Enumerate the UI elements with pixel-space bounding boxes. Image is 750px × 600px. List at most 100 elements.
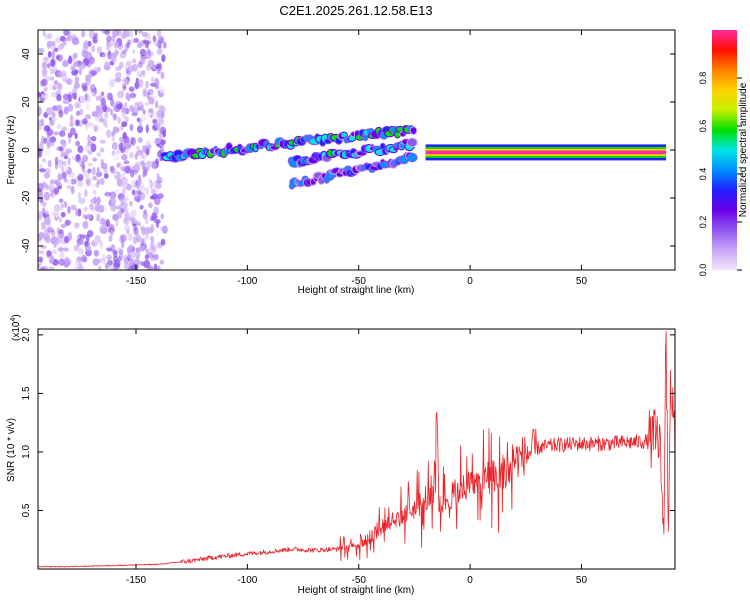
heatmap-cell [147, 88, 154, 96]
heatmap-cell [78, 197, 86, 204]
heatmap-cell [155, 158, 160, 165]
heatmap-cell [137, 30, 143, 34]
heatmap-cell [84, 245, 92, 252]
heatmap-cell [123, 262, 130, 270]
heatmap-cell [43, 86, 48, 92]
heatmap-cell [145, 167, 150, 172]
heatmap-cell [38, 124, 43, 131]
heatmap-cell [76, 256, 82, 262]
heatmap-cell [141, 144, 147, 153]
heatmap-cell [58, 216, 63, 223]
heatmap-cell [133, 190, 141, 199]
heatmap-cell [47, 227, 55, 233]
heatmap-cell [92, 175, 97, 181]
heatmap-cell [66, 179, 72, 185]
heatmap-cell [157, 193, 164, 200]
heatmap-cell [106, 45, 111, 51]
heatmap-cell [50, 76, 55, 81]
heatmap-cell [63, 106, 69, 115]
heatmap-cell [77, 175, 81, 182]
heatmap-cell [58, 233, 62, 239]
heatmap-cell [102, 117, 108, 126]
heatmap-cell [150, 188, 156, 195]
heatmap-cell [50, 179, 58, 185]
heatmap-cell [100, 257, 107, 263]
y-tick-label: 1.0 [21, 445, 32, 459]
heatmap-cell [154, 122, 161, 128]
heatmap-cell [91, 45, 95, 53]
heatmap-cell [67, 206, 71, 214]
heatmap-cell [110, 167, 116, 174]
heatmap-cell [120, 166, 127, 172]
heatmap-cell [57, 44, 61, 52]
heatmap-cell [115, 128, 119, 133]
heatmap-cell [127, 251, 132, 259]
y-tick-label: 0.5 [21, 503, 32, 517]
heatmap-cell [127, 65, 135, 72]
heatmap-cell [43, 183, 49, 189]
heatmap-cell [74, 101, 80, 109]
heatmap-cell [133, 226, 139, 236]
heatmap-cell [43, 137, 48, 144]
heatmap-cell [129, 105, 135, 112]
heatmap-cell [106, 247, 113, 252]
heatmap-cell [95, 112, 99, 122]
heatmap-cell [116, 162, 120, 168]
heatmap-cell [142, 166, 148, 175]
heatmap-cell [142, 237, 147, 246]
heatmap-cell [49, 254, 55, 264]
heatmap-cell [101, 97, 106, 106]
heatmap-cell [102, 253, 106, 262]
heatmap-cell [67, 31, 71, 37]
heatmap-cell [97, 204, 105, 213]
heatmap-cell [140, 160, 145, 166]
heatmap-cell [67, 56, 73, 65]
heatmap-cell [101, 53, 109, 61]
heatmap-cell [87, 162, 93, 167]
heatmap-cell [116, 178, 123, 186]
heatmap-cell [93, 124, 98, 133]
heatmap-cell [160, 106, 167, 113]
heatmap-cell [64, 219, 72, 226]
heatmap-cell [96, 196, 101, 205]
x-ticks: -150 -100 -50 0 50 [126, 30, 587, 287]
heatmap-cell [133, 169, 138, 175]
heatmap-cell [145, 80, 149, 89]
heatmap-cell [409, 126, 418, 136]
heatmap-cell [53, 131, 59, 136]
heatmap-cell [41, 157, 47, 163]
heatmap-cell [101, 30, 109, 35]
heatmap-cell [85, 176, 92, 184]
heatmap-cell [114, 72, 122, 79]
heatmap-cell [45, 148, 51, 156]
heatmap-cell [82, 155, 89, 163]
heatmap-cell [46, 40, 53, 47]
heatmap-cell [90, 136, 97, 142]
heatmap-cell [82, 213, 87, 219]
heatmap-cell [118, 61, 124, 69]
heatmap-cell [154, 139, 161, 144]
heatmap-cell [54, 179, 61, 186]
heatmap-cell [91, 242, 98, 247]
heatmap-cell [100, 158, 104, 165]
heatmap-cell [38, 211, 43, 218]
heatmap-cell [47, 159, 52, 168]
heatmap-cell [151, 212, 157, 221]
heatmap-cell [109, 108, 114, 116]
heatmap-cell [68, 171, 76, 178]
heatmap-cell [145, 147, 150, 156]
heatmap-cell [73, 82, 80, 89]
heatmap-cell [51, 91, 58, 98]
colorbar-tick-label: 0.0 [698, 264, 708, 277]
heatmap-cell [114, 171, 121, 180]
heatmap-cell [131, 179, 138, 189]
heatmap-cell [56, 226, 60, 233]
heatmap-cell [145, 218, 149, 225]
heatmap-cell [128, 266, 135, 270]
heatmap-cell [60, 223, 67, 229]
heatmap-cell [96, 46, 103, 54]
heatmap-cell [87, 168, 92, 174]
heatmap-cell [425, 150, 667, 155]
colorbar-gradient [712, 30, 737, 270]
heatmap-cell [50, 188, 54, 197]
